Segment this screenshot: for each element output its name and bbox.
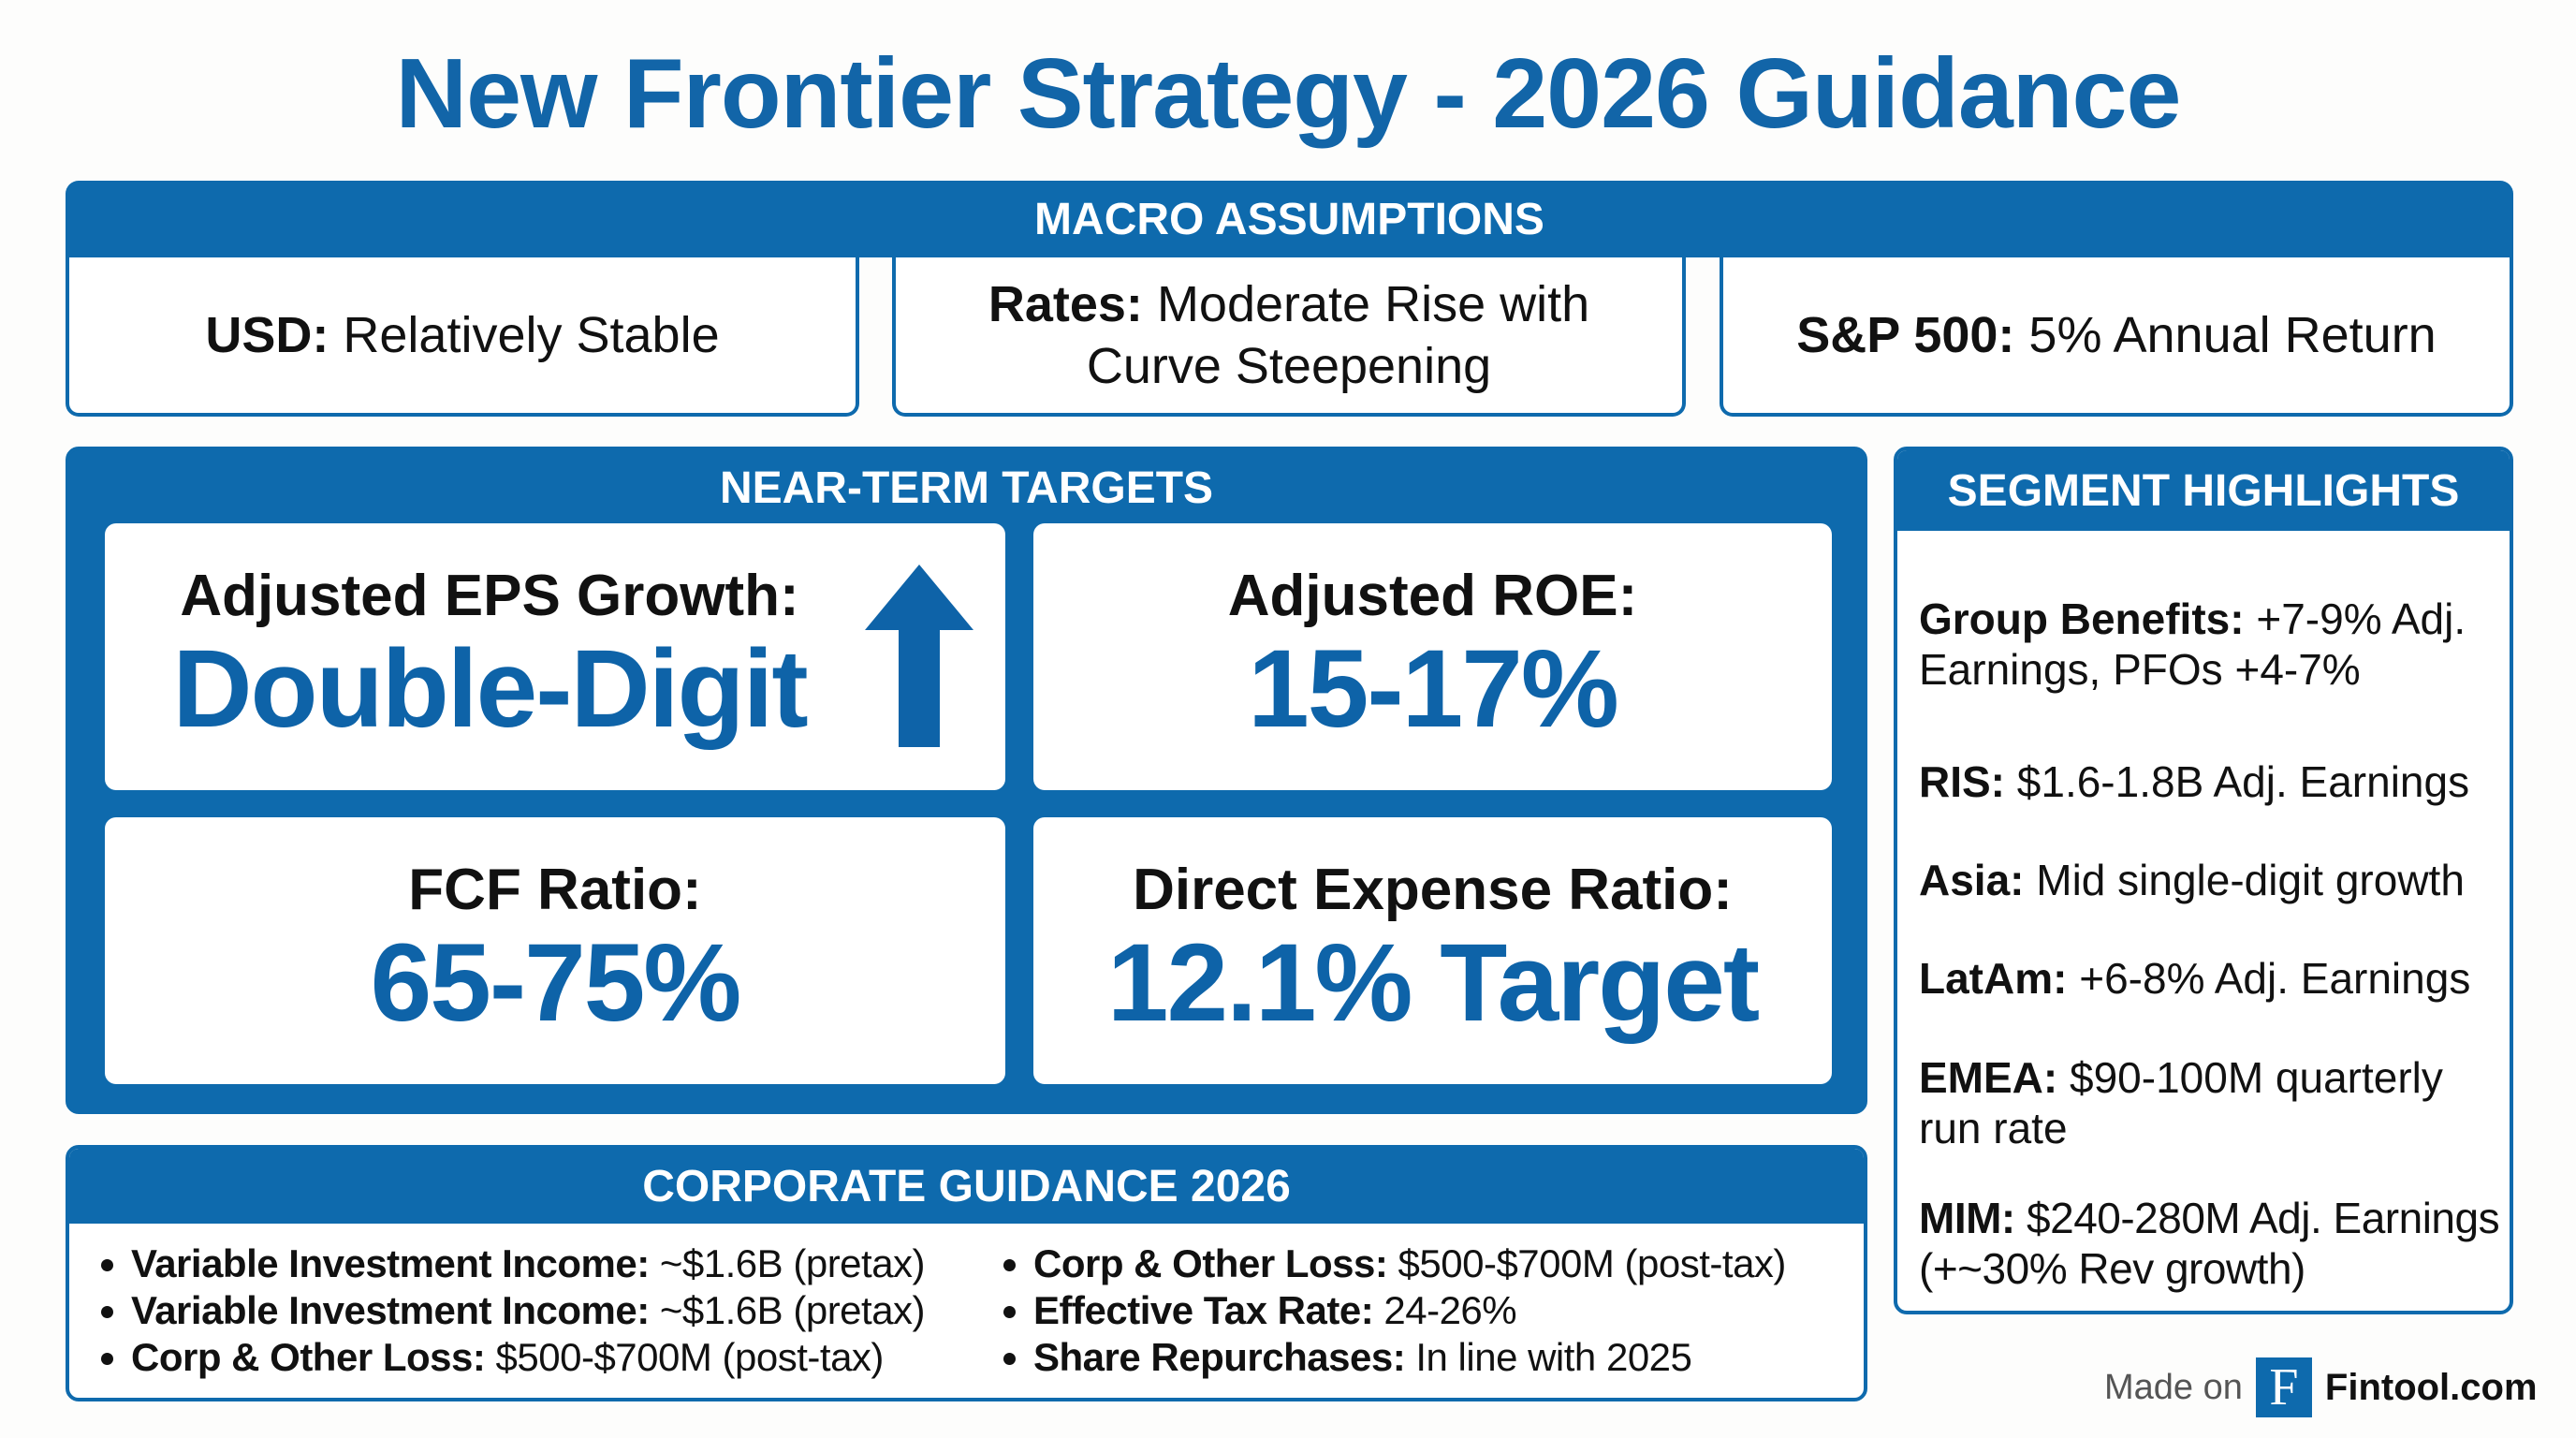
corporate-item: Share Repurchases: In line with 2025 xyxy=(1033,1334,1866,1381)
corporate-header: CORPORATE GUIDANCE 2026 xyxy=(69,1149,1864,1224)
corporate-item: Corp & Other Loss: $500-$700M (post-tax) xyxy=(131,1334,983,1381)
segment-item: MIM: $240-280M Adj. Earnings (+~30% Rev … xyxy=(1919,1193,2518,1294)
segment-label: LatAm: xyxy=(1919,954,2068,1003)
macro-label: Rates: xyxy=(988,276,1143,332)
macro-usd: USD: Relatively Stable xyxy=(66,257,859,417)
segment-item: Asia: Mid single-digit growth xyxy=(1919,855,2499,905)
segment-item: LatAm: +6-8% Adj. Earnings xyxy=(1919,953,2499,1004)
target-value: Double-Digit xyxy=(172,627,808,751)
target-label: Adjusted ROE: xyxy=(1227,564,1638,628)
macro-text: 5% Annual Return xyxy=(2028,307,2437,363)
target-value: 12.1% Target xyxy=(1106,921,1760,1045)
segment-text: Mid single-digit growth xyxy=(2036,856,2465,904)
near-term-targets-section: NEAR-TERM TARGETS Adjusted EPS Growth: D… xyxy=(66,447,1867,1114)
segment-text: $240-280M Adj. Earnings (+~30% Rev growt… xyxy=(1919,1194,2500,1293)
item-text: $500-$700M (post-tax) xyxy=(1398,1241,1787,1285)
target-card-roe: Adjusted ROE: 15-17% xyxy=(1033,523,1832,790)
item-text: In line with 2025 xyxy=(1415,1335,1692,1379)
macro-header: MACRO ASSUMPTIONS xyxy=(66,181,2513,257)
item-label: Variable Investment Income: xyxy=(131,1241,650,1285)
macro-text: Relatively Stable xyxy=(343,307,720,363)
segment-text: $1.6-1.8B Adj. Earnings xyxy=(2016,757,2470,806)
item-label: Share Repurchases: xyxy=(1033,1335,1406,1379)
segment-label: MIM: xyxy=(1919,1194,2015,1242)
macro-sp500: S&P 500: 5% Annual Return xyxy=(1720,257,2513,417)
item-label: Effective Tax Rate: xyxy=(1033,1288,1374,1332)
target-card-expense: Direct Expense Ratio: 12.1% Target xyxy=(1033,817,1832,1084)
segment-item: EMEA: $90-100M quarterly run rate xyxy=(1919,1052,2443,1153)
segment-highlights-section: SEGMENT HIGHLIGHTS xyxy=(1894,447,2513,1314)
target-label: FCF Ratio: xyxy=(408,858,702,922)
macro-rates: Rates: Moderate Rise with Curve Steepeni… xyxy=(892,257,1686,417)
made-on-text: Made on xyxy=(2104,1367,2243,1407)
item-text: ~$1.6B (pretax) xyxy=(659,1288,926,1332)
target-card-eps: Adjusted EPS Growth: Double-Digit xyxy=(105,523,1005,790)
segment-label: Asia: xyxy=(1919,856,2025,904)
fintool-brand: Fintool.com xyxy=(2324,1366,2538,1408)
segments-header: SEGMENT HIGHLIGHTS xyxy=(1897,450,2510,531)
corporate-item: Corp & Other Loss: $500-$700M (post-tax) xyxy=(1033,1240,1866,1287)
corporate-item: Variable Investment Income: ~$1.6B (pret… xyxy=(131,1287,983,1334)
corporate-guidance-section: CORPORATE GUIDANCE 2026 xyxy=(66,1145,1867,1401)
corporate-right-list: Corp & Other Loss: $500-$700M (post-tax)… xyxy=(996,1240,1866,1381)
fintool-attribution[interactable]: Made on F Fintool.com xyxy=(2104,1357,2538,1417)
segment-label: EMEA: xyxy=(1919,1053,2058,1102)
segment-item: Group Benefits: +7-9% Adj. Earnings, PFO… xyxy=(1919,594,2499,695)
item-label: Corp & Other Loss: xyxy=(1033,1241,1388,1285)
macro-label: USD: xyxy=(205,307,329,363)
corporate-left-list: Variable Investment Income: ~$1.6B (pret… xyxy=(94,1240,983,1381)
page-title: New Frontier Strategy - 2026 Guidance xyxy=(395,38,2182,149)
macro-label: S&P 500: xyxy=(1796,307,2015,363)
item-label: Variable Investment Income: xyxy=(131,1288,650,1332)
item-text: 24-26% xyxy=(1383,1288,1517,1332)
target-label: Direct Expense Ratio: xyxy=(1133,858,1733,922)
item-text: ~$1.6B (pretax) xyxy=(659,1241,926,1285)
segment-label: RIS: xyxy=(1919,757,2005,806)
macro-assumptions-section: MACRO ASSUMPTIONS USD: Relatively Stable… xyxy=(66,181,2513,418)
fintool-logo-icon: F xyxy=(2255,1357,2312,1417)
corporate-item: Variable Investment Income: ~$1.6B (pret… xyxy=(131,1240,983,1287)
macro-text: Moderate Rise with Curve Steepening xyxy=(1086,276,1590,394)
item-text: $500-$700M (post-tax) xyxy=(495,1335,885,1379)
target-card-fcf: FCF Ratio: 65-75% xyxy=(105,817,1005,1084)
segment-label: Group Benefits: xyxy=(1919,594,2245,643)
target-label: Adjusted EPS Growth: xyxy=(180,564,799,628)
item-label: Corp & Other Loss: xyxy=(131,1335,486,1379)
corporate-item: Effective Tax Rate: 24-26% xyxy=(1033,1287,1866,1334)
segment-text: +7-9% Adj. Earnings, PFOs +4-7% xyxy=(1919,594,2466,694)
segment-text: $90-100M quarterly run rate xyxy=(1919,1053,2443,1152)
target-value: 15-17% xyxy=(1248,627,1619,751)
targets-header: NEAR-TERM TARGETS xyxy=(69,450,1864,525)
segment-text: +6-8% Adj. Earnings xyxy=(2079,954,2471,1003)
segment-item: RIS: $1.6-1.8B Adj. Earnings xyxy=(1919,756,2499,807)
target-value: 65-75% xyxy=(370,921,742,1045)
up-arrow-icon xyxy=(865,565,973,747)
